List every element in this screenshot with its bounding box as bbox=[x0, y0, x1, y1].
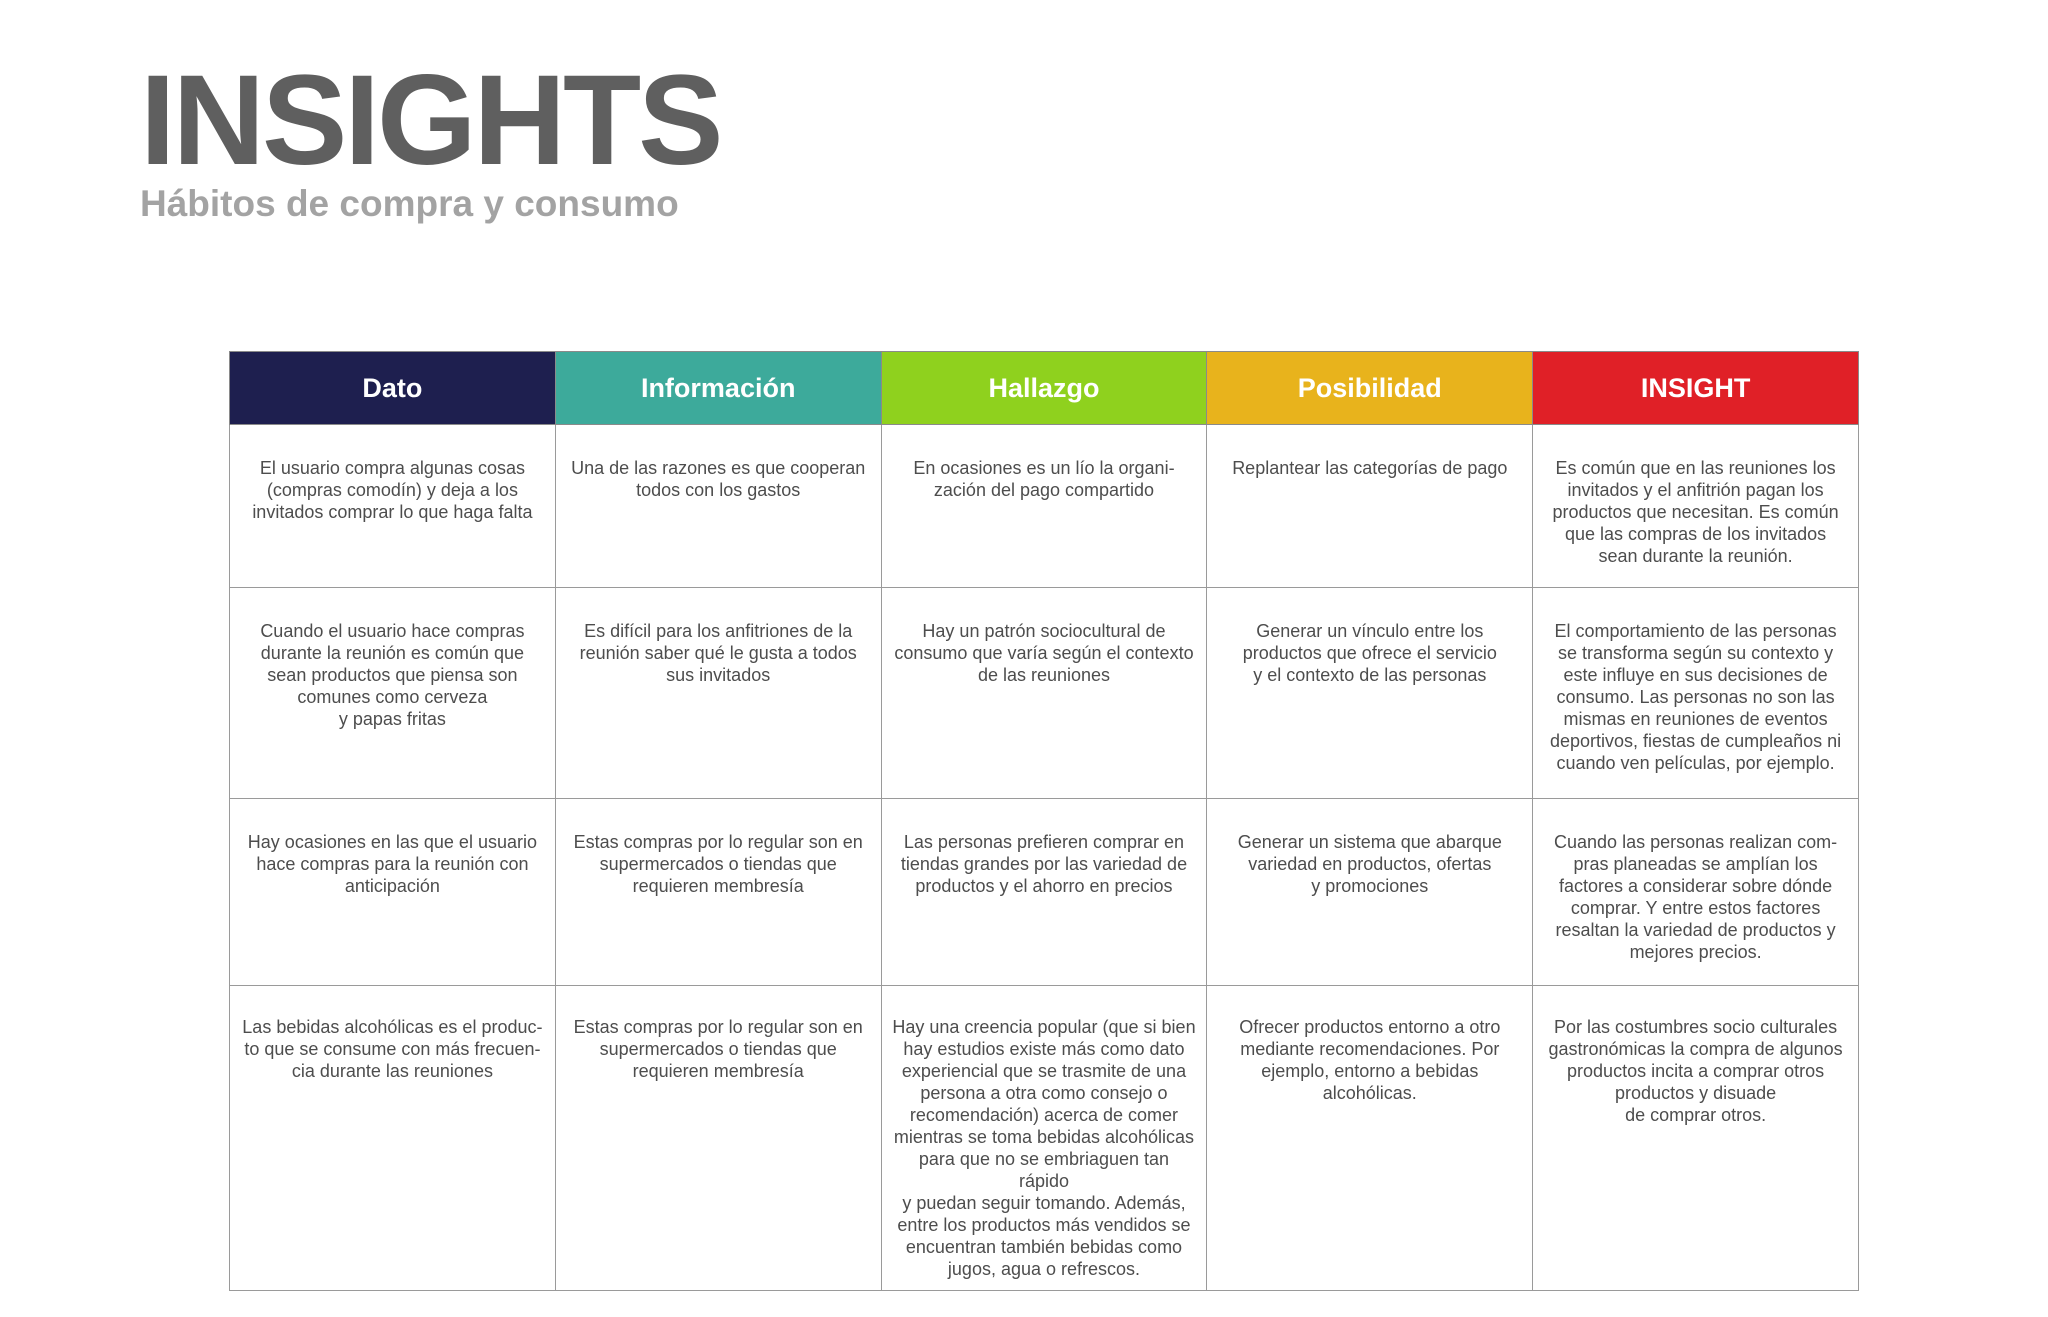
table-cell-informacion: Una de las razones es que cooperan todos… bbox=[554, 424, 882, 588]
table-cell-posibilidad: Generar un sistema que abarque variedad … bbox=[1206, 798, 1534, 986]
table-cell-informacion: Estas compras por lo regular son en supe… bbox=[554, 798, 882, 986]
column-header-informacion: Información bbox=[554, 351, 882, 425]
table-cell-dato: El usuario compra algunas cosas (compras… bbox=[229, 424, 556, 588]
table-cell-hallazgo: Hay una creencia popular (que si bien ha… bbox=[880, 985, 1208, 1291]
table-row: El usuario compra algunas cosas (compras… bbox=[229, 424, 1859, 588]
column-header-insight: INSIGHT bbox=[1532, 351, 1859, 425]
table-cell-hallazgo: Hay un patrón sociocultural de consumo q… bbox=[880, 587, 1208, 799]
page-header: INSIGHTS Hábitos de compra y consumo bbox=[140, 49, 723, 226]
insights-table: Dato Información Hallazgo Posibilidad IN… bbox=[229, 351, 1859, 1291]
table-cell-insight: Por las costumbres socio culturales gast… bbox=[1532, 985, 1859, 1291]
table-cell-informacion: Es difícil para los anfitriones de la re… bbox=[554, 587, 882, 799]
table-cell-dato: Cuando el usuario hace compras durante l… bbox=[229, 587, 556, 799]
table-header-row: Dato Información Hallazgo Posibilidad IN… bbox=[229, 351, 1859, 425]
table-cell-hallazgo: En ocasiones es un lío la organi- zación… bbox=[880, 424, 1208, 588]
table-row: Hay ocasiones en las que el usuario hace… bbox=[229, 798, 1859, 986]
table-cell-posibilidad: Ofrecer productos entorno a otro mediant… bbox=[1206, 985, 1534, 1291]
table-cell-hallazgo: Las personas prefieren comprar en tienda… bbox=[880, 798, 1208, 986]
column-header-posibilidad: Posibilidad bbox=[1206, 351, 1534, 425]
page-subtitle: Hábitos de compra y consumo bbox=[140, 183, 679, 224]
table-cell-insight: Cuando las personas realizan com- pras p… bbox=[1532, 798, 1859, 986]
table-cell-posibilidad: Generar un vínculo entre los productos q… bbox=[1206, 587, 1534, 799]
table-cell-insight: Es común que en las reuniones los invita… bbox=[1532, 424, 1859, 588]
table-cell-dato: Hay ocasiones en las que el usuario hace… bbox=[229, 798, 556, 986]
page-title: INSIGHTS bbox=[140, 49, 723, 192]
table-row: Las bebidas alcohólicas es el produc- to… bbox=[229, 985, 1859, 1291]
table-cell-informacion: Estas compras por lo regular son en supe… bbox=[554, 985, 882, 1291]
table-row: Cuando el usuario hace compras durante l… bbox=[229, 587, 1859, 799]
column-header-hallazgo: Hallazgo bbox=[880, 351, 1208, 425]
column-header-dato: Dato bbox=[229, 351, 556, 425]
table-cell-posibilidad: Replantear las categorías de pago bbox=[1206, 424, 1534, 588]
table-cell-insight: El comportamiento de las personas se tra… bbox=[1532, 587, 1859, 799]
table-cell-dato: Las bebidas alcohólicas es el produc- to… bbox=[229, 985, 556, 1291]
